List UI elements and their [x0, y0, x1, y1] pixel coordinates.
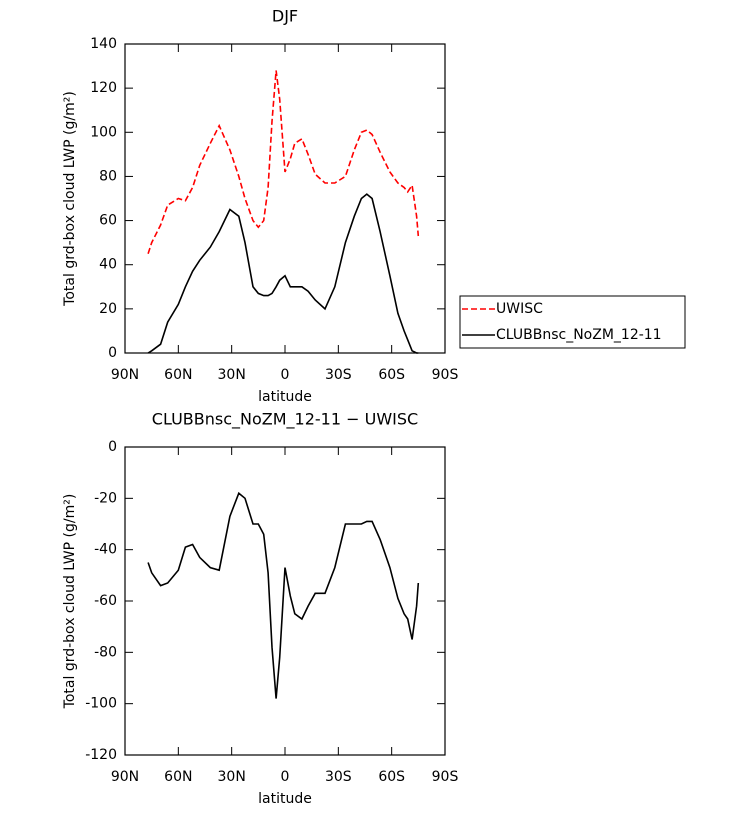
- x-axis-label: latitude: [258, 389, 312, 405]
- y-tick-label: 40: [99, 257, 117, 273]
- x-tick-label: 90N: [111, 367, 139, 383]
- legend-label: CLUBBnsc_NoZM_12-11: [496, 327, 662, 343]
- x-tick-label: 0: [281, 367, 290, 383]
- x-tick-label: 30N: [218, 367, 246, 383]
- y-tick-label: 120: [90, 80, 117, 96]
- legend-label: UWISC: [496, 301, 543, 317]
- x-tick-label: 60N: [164, 367, 192, 383]
- x-tick-label: 30N: [218, 769, 246, 785]
- y-tick-label: -80: [94, 644, 117, 660]
- y-tick-label: -20: [94, 490, 117, 506]
- y-axis-label: Total grd-box cloud LWP (g/m²): [62, 91, 78, 307]
- y-tick-label: 20: [99, 301, 117, 317]
- plot-frame: [124, 446, 446, 756]
- x-tick-label: 60N: [164, 769, 192, 785]
- y-tick-label: 60: [99, 213, 117, 229]
- y-tick-label: 100: [90, 124, 117, 140]
- x-tick-label: 30S: [325, 769, 352, 785]
- x-tick-label: 90S: [432, 367, 459, 383]
- y-tick-label: -120: [85, 747, 117, 763]
- x-tick-label: 0: [281, 769, 290, 785]
- y-tick-label: -100: [85, 696, 117, 712]
- x-tick-label: 90N: [111, 769, 139, 785]
- chart-title: DJF: [272, 7, 298, 26]
- y-tick-label: 80: [99, 168, 117, 184]
- y-tick-label: -60: [94, 593, 117, 609]
- data-line: [147, 491, 420, 699]
- y-tick-label: 0: [108, 345, 117, 361]
- y-tick-label: 140: [90, 36, 117, 52]
- y-tick-label: 0: [108, 439, 117, 455]
- x-tick-label: 30S: [325, 367, 352, 383]
- y-axis-label: Total grd-box cloud LWP (g/m²): [62, 494, 78, 710]
- data-line: [147, 193, 419, 354]
- data-line: [147, 70, 420, 254]
- chart-title: CLUBBnsc_NoZM_12-11 − UWISC: [152, 410, 418, 430]
- x-tick-label: 60S: [378, 769, 405, 785]
- x-tick-label: 90S: [432, 769, 459, 785]
- x-axis-label: latitude: [258, 791, 312, 807]
- x-tick-label: 60S: [378, 367, 405, 383]
- legend-box: [459, 295, 686, 349]
- y-tick-label: -40: [94, 542, 117, 558]
